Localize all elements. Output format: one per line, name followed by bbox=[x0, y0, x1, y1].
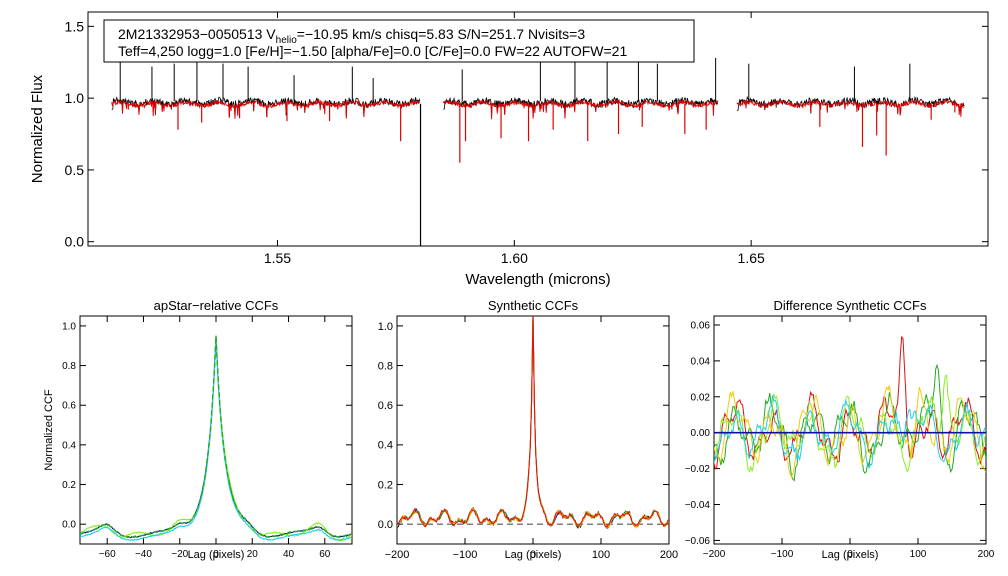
spectrum-traces bbox=[111, 55, 965, 246]
spectrum-panel: 1.55 1.60 1.65 0.0 0.5 1.0 1.5 Wavelength (micr… bbox=[29, 11, 989, 288]
synthetic-ytick-label: 0.6 bbox=[378, 400, 393, 412]
synthetic-ytick-label: 1.0 bbox=[378, 321, 393, 333]
difference-ytick-label: 0.02 bbox=[691, 392, 711, 403]
spectrum-xtick-label: 1.65 bbox=[738, 250, 765, 266]
synthetic-xtick-label: 0 bbox=[530, 549, 536, 561]
difference-ytick-label: −0.02 bbox=[685, 464, 711, 475]
difference-ytick-label: −0.04 bbox=[685, 500, 711, 511]
synthetic-ytick-label: 0.0 bbox=[378, 519, 393, 531]
difference-ytick-label: 0.06 bbox=[691, 320, 711, 331]
synthetic-xtick-label: 200 bbox=[660, 549, 678, 561]
synthetic-xtick-label: −200 bbox=[385, 549, 410, 561]
apstar-xtick-label: 40 bbox=[283, 549, 295, 560]
apstar-ytick-label: 1.0 bbox=[62, 321, 76, 332]
model-spectrum-segment bbox=[442, 98, 719, 120]
synthetic-ytick-label: 0.2 bbox=[378, 479, 393, 491]
difference-series-d-cyan bbox=[714, 395, 986, 470]
model-spectrum-segment bbox=[111, 99, 420, 119]
apstar-ylabel: Normalized CCF bbox=[43, 389, 55, 471]
synthetic-ytick-label: 0.8 bbox=[378, 360, 393, 372]
apstar-xtick-label: 20 bbox=[247, 549, 259, 560]
apstar-series-visit-cyan bbox=[80, 338, 352, 542]
difference-traces bbox=[714, 335, 986, 482]
difference-series-d-green bbox=[714, 363, 986, 482]
synthetic-series-s-red bbox=[397, 316, 669, 528]
difference-series-d-yellow bbox=[714, 385, 986, 479]
synthetic-xlabel: Lag (pixels) bbox=[505, 549, 562, 561]
apstar-series-visit-lime bbox=[80, 335, 352, 542]
observed-spectrum-segment bbox=[736, 95, 965, 115]
apstar-xtick-label: −60 bbox=[99, 549, 116, 560]
apstar-ytick-label: 0.6 bbox=[62, 401, 76, 412]
synthetic-title: Synthetic CCFs bbox=[488, 298, 579, 313]
spectrum-ytick-label: 0.0 bbox=[65, 234, 85, 250]
spectrum-ytick-label: 1.5 bbox=[65, 18, 85, 34]
difference-xlabel: Lag (pixels) bbox=[822, 549, 879, 561]
difference-ytick-label: −0.06 bbox=[685, 536, 711, 547]
synthetic-ytick-label: 0.4 bbox=[378, 440, 393, 452]
apstar-xlabel: Lag (pixels) bbox=[188, 549, 245, 561]
difference-xtick-label: −100 bbox=[771, 549, 794, 560]
apstar-traces bbox=[80, 335, 352, 542]
apstar-ytick-label: 0.8 bbox=[62, 361, 76, 372]
spectrum-xlabel: Wavelength (microns) bbox=[465, 271, 610, 288]
apstar-title: apStar−relative CCFs bbox=[154, 298, 279, 313]
difference-title: Difference Synthetic CCFs bbox=[774, 298, 927, 313]
synthetic-ccf-panel: −200 −100 0 100 200 0.0 0.2 0.4 0.6 0.8 1.0 Synthet… bbox=[378, 298, 678, 561]
info-box bbox=[103, 19, 695, 63]
spectrum-xtick-label: 1.55 bbox=[264, 250, 291, 266]
difference-xtick-label: −200 bbox=[703, 549, 726, 560]
difference-ccf-panel: −200 −100 0 100 200 −0.06 −0.04 −0.02 0.00 0.02 0.… bbox=[685, 298, 995, 561]
spectrum-frame bbox=[87, 11, 989, 247]
apstar-series-combined bbox=[80, 335, 352, 539]
apstar-ytick-label: 0.2 bbox=[62, 480, 76, 491]
difference-xtick-label: 200 bbox=[978, 549, 995, 560]
synthetic-frame bbox=[396, 315, 670, 545]
spectrum-ylabel: Normalized Flux bbox=[29, 74, 46, 183]
difference-xtick-label: 0 bbox=[847, 549, 853, 560]
info-line-1-post: =−10.95 km/s chisq=5.83 S/N=251.7 Nvisit… bbox=[297, 26, 586, 42]
difference-frame bbox=[713, 315, 987, 545]
apstar-ytick-label: 0.4 bbox=[62, 440, 76, 451]
info-line-2: Teff=4,250 logg=1.0 [Fe/H]=−1.50 [alpha/… bbox=[118, 43, 627, 59]
info-line-1-pre: 2M21332953−0050513 V bbox=[118, 26, 276, 42]
synthetic-series-s-yellow bbox=[397, 316, 669, 529]
difference-series-d-lime bbox=[714, 374, 986, 473]
spectrum-xtick-label: 1.60 bbox=[501, 250, 528, 266]
difference-ytick-label: 0.00 bbox=[691, 428, 711, 439]
spectrum-ytick-label: 0.5 bbox=[65, 162, 85, 178]
apstar-xtick-label: 60 bbox=[319, 549, 331, 560]
apstar-xtick-label: −20 bbox=[171, 549, 188, 560]
apstar-series-visit-navy bbox=[80, 335, 352, 539]
spectrum-ytick-label: 1.0 bbox=[65, 90, 85, 106]
apstar-xtick-label: 0 bbox=[213, 549, 219, 560]
difference-xtick-label: 100 bbox=[910, 549, 927, 560]
model-spectrum-segment bbox=[736, 98, 965, 118]
apstar-ccf-panel: −60 −40 −20 0 20 40 60 0.0 0.2 0.4 0.6 0.8 1.0 apStar… bbox=[43, 298, 353, 561]
synthetic-xtick-label: −100 bbox=[453, 549, 478, 561]
difference-ytick-label: 0.04 bbox=[691, 356, 711, 367]
synthetic-traces bbox=[397, 316, 669, 530]
info-line-1-sub: helio bbox=[276, 35, 298, 46]
synthetic-xtick-label: 100 bbox=[592, 549, 610, 561]
info-line-1: 2M21332953−0050513 Vhelio=−10.95 km/s ch… bbox=[118, 26, 585, 46]
apstar-xtick-label: −40 bbox=[135, 549, 152, 560]
apstar-ytick-label: 0.0 bbox=[62, 520, 76, 531]
